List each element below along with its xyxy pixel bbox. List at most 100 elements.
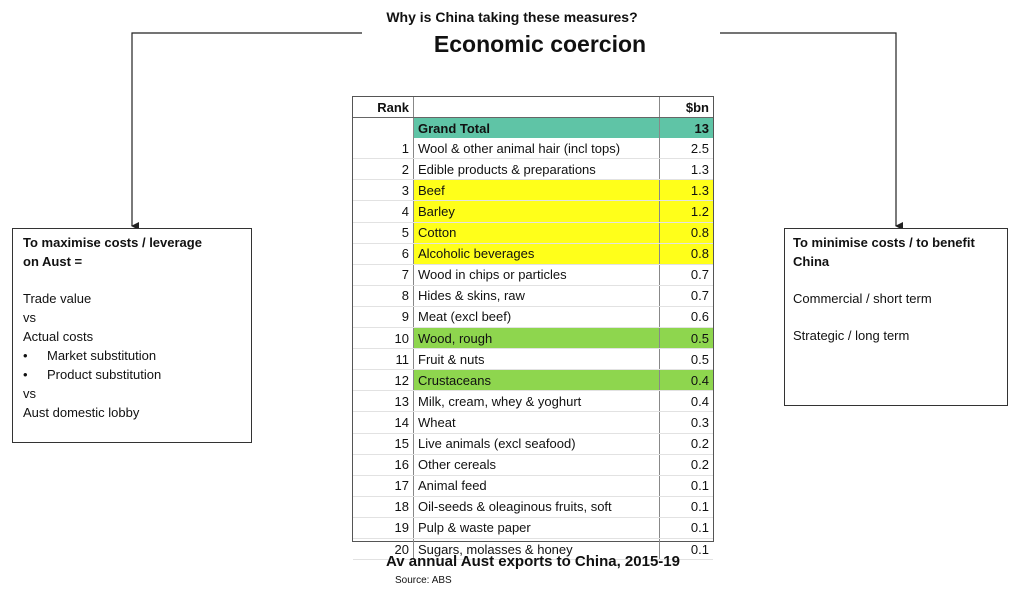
bullet-text: Product substitution <box>47 365 161 384</box>
value-cell: 0.7 <box>660 285 714 306</box>
table-row: 3 Beef 1.3 <box>353 180 713 201</box>
item-cell: Pulp & waste paper <box>414 517 660 538</box>
table-row: 9 Meat (excl beef) 0.6 <box>353 306 713 327</box>
value-cell: 1.3 <box>660 180 714 201</box>
value-cell: 2.5 <box>660 138 714 159</box>
maximise-costs-box: To maximise costs / leverage on Aust = T… <box>12 228 252 443</box>
table-caption: Av annual Aust exports to China, 2015-19 <box>352 553 714 570</box>
rank-cell: 3 <box>353 180 414 201</box>
value-cell: 0.5 <box>660 328 714 349</box>
value-cell: 0.2 <box>660 433 714 454</box>
table-row: 19 Pulp & waste paper 0.1 <box>353 517 713 538</box>
value-cell: 0.2 <box>660 454 714 475</box>
grand-total-label: Grand Total <box>414 118 660 139</box>
value-cell: 0.6 <box>660 306 714 327</box>
table-row: 17 Animal feed 0.1 <box>353 475 713 496</box>
table-row: 2 Edible products & preparations 1.3 <box>353 159 713 180</box>
table-header-row: Rank $bn <box>353 97 713 118</box>
rank-cell: 2 <box>353 159 414 180</box>
table-row: 8 Hides & skins, raw 0.7 <box>353 285 713 306</box>
table-row: 18 Oil-seeds & oleaginous fruits, soft 0.1 <box>353 496 713 517</box>
item-cell: Wood in chips or particles <box>414 264 660 285</box>
item-cell: Wool & other animal hair (incl tops) <box>414 138 660 159</box>
exports-table: Rank $bn Grand Total 13 1 Wool & other an… <box>352 96 714 542</box>
rank-cell: 11 <box>353 349 414 370</box>
value-cell: 1.2 <box>660 201 714 222</box>
actual-costs-text: Actual costs <box>23 327 241 346</box>
vs-text-2: vs <box>23 384 241 403</box>
value-cell: 0.3 <box>660 412 714 433</box>
value-cell: 0.8 <box>660 243 714 264</box>
item-cell: Fruit & nuts <box>414 349 660 370</box>
item-cell: Live animals (excl seafood) <box>414 433 660 454</box>
table-row: 6 Alcoholic beverages 0.8 <box>353 243 713 264</box>
value-cell: 1.3 <box>660 159 714 180</box>
item-cell: Edible products & preparations <box>414 159 660 180</box>
bullet-product-substitution: • Product substitution <box>23 365 241 384</box>
item-cell: Animal feed <box>414 475 660 496</box>
item-cell: Barley <box>414 201 660 222</box>
item-cell: Cotton <box>414 222 660 243</box>
strategic-text: Strategic / long term <box>793 326 999 345</box>
minimise-heading-line1: To minimise costs / to benefit <box>793 233 999 252</box>
maximise-heading-line1: To maximise costs / leverage <box>23 233 241 252</box>
vs-text: vs <box>23 308 241 327</box>
left-connector-arrow <box>132 33 362 226</box>
item-cell: Hides & skins, raw <box>414 285 660 306</box>
item-cell: Milk, cream, whey & yoghurt <box>414 391 660 412</box>
table-row: 7 Wood in chips or particles 0.7 <box>353 264 713 285</box>
rank-header: Rank <box>353 97 414 118</box>
rank-cell: 9 <box>353 306 414 327</box>
item-cell: Beef <box>414 180 660 201</box>
value-cell: 0.1 <box>660 517 714 538</box>
total-rank-cell <box>353 118 414 139</box>
rank-cell: 16 <box>353 454 414 475</box>
rank-cell: 14 <box>353 412 414 433</box>
item-cell: Oil-seeds & oleaginous fruits, soft <box>414 496 660 517</box>
rank-cell: 19 <box>353 517 414 538</box>
value-cell: 0.1 <box>660 496 714 517</box>
minimise-heading-line2: China <box>793 252 999 271</box>
table-row: 13 Milk, cream, whey & yoghurt 0.4 <box>353 391 713 412</box>
domestic-lobby-text: Aust domestic lobby <box>23 403 241 422</box>
rank-cell: 6 <box>353 243 414 264</box>
grand-total-row: Grand Total 13 <box>353 118 713 139</box>
minimise-costs-box: To minimise costs / to benefit China Com… <box>784 228 1008 406</box>
item-cell: Wheat <box>414 412 660 433</box>
item-cell: Alcoholic beverages <box>414 243 660 264</box>
bullet-market-substitution: • Market substitution <box>23 346 241 365</box>
value-header: $bn <box>660 97 714 118</box>
value-cell: 0.7 <box>660 264 714 285</box>
grand-total-value: 13 <box>660 118 714 139</box>
rank-cell: 10 <box>353 328 414 349</box>
item-cell: Other cereals <box>414 454 660 475</box>
rank-cell: 4 <box>353 201 414 222</box>
item-cell: Wood, rough <box>414 328 660 349</box>
rank-cell: 17 <box>353 475 414 496</box>
value-cell: 0.1 <box>660 475 714 496</box>
value-cell: 0.4 <box>660 370 714 391</box>
value-cell: 0.5 <box>660 349 714 370</box>
table-row: 14 Wheat 0.3 <box>353 412 713 433</box>
table-row: 10 Wood, rough 0.5 <box>353 328 713 349</box>
item-cell: Crustaceans <box>414 370 660 391</box>
rank-cell: 15 <box>353 433 414 454</box>
value-cell: 0.8 <box>660 222 714 243</box>
table-row: 11 Fruit & nuts 0.5 <box>353 349 713 370</box>
commercial-text: Commercial / short term <box>793 289 999 308</box>
bullet-text: Market substitution <box>47 346 156 365</box>
table-row: 5 Cotton 0.8 <box>353 222 713 243</box>
maximise-heading-line2: on Aust = <box>23 252 241 271</box>
value-cell: 0.4 <box>660 391 714 412</box>
table-row: 1 Wool & other animal hair (incl tops) 2.5 <box>353 138 713 159</box>
right-connector-arrow <box>720 33 896 226</box>
rank-cell: 12 <box>353 370 414 391</box>
item-cell: Meat (excl beef) <box>414 306 660 327</box>
item-header <box>414 97 660 118</box>
rank-cell: 1 <box>353 138 414 159</box>
trade-value-text: Trade value <box>23 289 241 308</box>
table-row: 12 Crustaceans 0.4 <box>353 370 713 391</box>
rank-cell: 5 <box>353 222 414 243</box>
table-row: 15 Live animals (excl seafood) 0.2 <box>353 433 713 454</box>
table-row: 16 Other cereals 0.2 <box>353 454 713 475</box>
